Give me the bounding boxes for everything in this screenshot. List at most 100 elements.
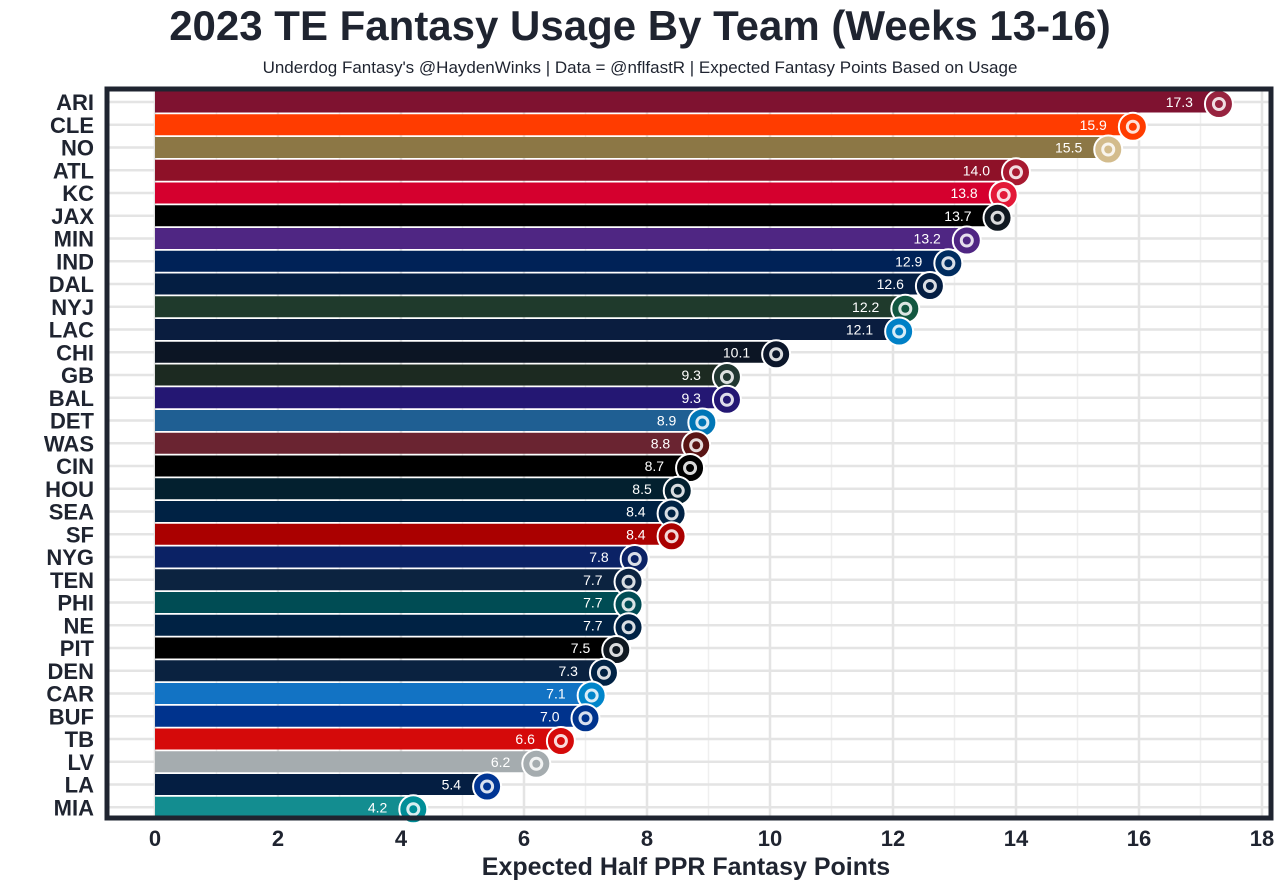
data-label-hou: 8.5 — [632, 481, 652, 497]
bar-gb — [155, 364, 727, 386]
x-tick-18: 18 — [1250, 826, 1274, 851]
x-tick-labels: 0 2 4 6 8 10 12 14 16 18 — [149, 826, 1274, 851]
saints-fleur-icon — [1093, 134, 1124, 165]
x-tick-14: 14 — [1004, 826, 1029, 851]
ravens-logo-icon — [711, 384, 742, 415]
data-label-lac: 12.1 — [846, 322, 873, 338]
x-tick-16: 16 — [1127, 826, 1151, 851]
data-label-sea: 8.4 — [626, 504, 646, 520]
bar-sf — [155, 523, 672, 545]
data-label-bal: 9.3 — [681, 390, 701, 406]
bar-lac — [155, 319, 900, 340]
bills-logo-icon — [570, 703, 601, 734]
bar-jax — [155, 205, 998, 227]
cardinals-logo-icon — [1203, 89, 1234, 119]
bar-ne — [155, 614, 629, 636]
y-tick-nyj: NYJ — [51, 295, 94, 320]
bar-chi — [155, 341, 777, 363]
y-tick-ne: NE — [63, 613, 94, 638]
bar-det — [155, 410, 703, 431]
cowboys-star-icon — [914, 271, 945, 301]
y-tick-phi: PHI — [57, 591, 94, 616]
bar-nyj — [155, 296, 906, 318]
data-label-ind: 12.9 — [895, 253, 922, 269]
y-tick-dal: DAL — [49, 272, 94, 297]
y-tick-ind: IND — [56, 249, 94, 274]
bar-nyg — [155, 546, 635, 568]
y-tick-nyg: NYG — [46, 545, 94, 570]
bar-den — [155, 660, 604, 682]
data-label-ten: 7.7 — [583, 572, 603, 588]
eagles-logo-icon — [613, 589, 644, 620]
bar-mia — [155, 796, 414, 818]
data-label-car: 7.1 — [546, 686, 566, 702]
bar-kc — [155, 182, 1004, 204]
steelers-logo-icon — [601, 635, 632, 665]
jaguars-logo-icon — [982, 202, 1013, 233]
data-label-kc: 13.8 — [950, 185, 977, 201]
data-label-dal: 12.6 — [877, 276, 904, 292]
x-tick-6: 6 — [518, 826, 530, 851]
49ers-logo-icon — [656, 521, 687, 552]
y-tick-kc: KC — [62, 181, 94, 206]
x-tick-0: 0 — [149, 826, 161, 851]
chiefs-arrowhead-icon — [988, 180, 1019, 210]
bar-was — [155, 432, 697, 454]
bar-lv — [155, 751, 537, 773]
y-tick-was: WAS — [44, 431, 94, 456]
y-tick-sf: SF — [66, 522, 94, 547]
y-tick-gb: GB — [61, 363, 94, 388]
bar-no — [155, 137, 1109, 158]
x-tick-8: 8 — [641, 826, 653, 851]
bar-cin — [155, 455, 691, 477]
x-tick-4: 4 — [395, 826, 408, 851]
y-tick-ten: TEN — [50, 568, 94, 593]
data-labels-group: 17.3 15.9 15.5 14.0 13.8 13.713.2 12.9 12.6 12.2… — [368, 94, 1193, 815]
data-label-tb: 6.6 — [515, 731, 535, 747]
chargers-bolt-icon — [884, 316, 915, 347]
packers-g-icon — [711, 362, 742, 392]
giants-ny-icon — [619, 544, 650, 574]
y-tick-hou: HOU — [45, 477, 94, 502]
browns-helmet-icon — [1117, 111, 1148, 142]
data-label-chi: 10.1 — [723, 344, 750, 360]
data-label-ari: 17.3 — [1166, 94, 1193, 110]
bar-dal — [155, 273, 930, 295]
bears-c-icon — [761, 339, 792, 370]
y-tick-la: LA — [65, 773, 94, 798]
data-label-lv: 6.2 — [491, 754, 511, 770]
falcons-logo-icon — [1001, 157, 1031, 188]
chart-subtitle: Underdog Fantasy's @HaydenWinks | Data =… — [262, 58, 1018, 77]
y-tick-cin: CIN — [56, 454, 94, 479]
y-tick-atl: ATL — [53, 158, 94, 183]
data-label-cin: 8.7 — [645, 458, 665, 474]
data-label-buf: 7.0 — [540, 708, 560, 724]
vikings-logo-icon — [951, 225, 982, 256]
y-tick-bal: BAL — [49, 386, 94, 411]
data-label-no: 15.5 — [1055, 140, 1082, 156]
data-label-gb: 9.3 — [681, 367, 701, 383]
data-label-phi: 7.7 — [583, 595, 603, 611]
y-tick-ari: ARI — [56, 90, 94, 115]
data-label-nyj: 12.2 — [852, 299, 879, 315]
y-tick-car: CAR — [46, 682, 94, 707]
rams-horn-icon — [472, 771, 503, 802]
y-tick-min: MIN — [54, 227, 94, 252]
y-tick-lac: LAC — [49, 318, 94, 343]
data-label-atl: 14.0 — [963, 162, 990, 178]
bar-buf — [155, 705, 586, 727]
y-tick-pit: PIT — [60, 636, 95, 661]
raiders-shield-icon — [521, 748, 552, 779]
chart-title: 2023 TE Fantasy Usage By Team (Weeks 13-… — [169, 2, 1111, 49]
data-label-min: 13.2 — [914, 231, 941, 247]
y-tick-no: NO — [61, 136, 94, 161]
y-tick-labels: ARICLENOATLKCJAXMININDDALNYJLACCHIGBBALD… — [44, 90, 95, 820]
data-label-cle: 15.9 — [1080, 117, 1107, 133]
bengals-b-icon — [675, 453, 706, 483]
plot-frame — [104, 86, 1274, 821]
bar-pit — [155, 637, 617, 659]
bar-hou — [155, 478, 678, 500]
data-label-jax: 13.7 — [944, 208, 971, 224]
